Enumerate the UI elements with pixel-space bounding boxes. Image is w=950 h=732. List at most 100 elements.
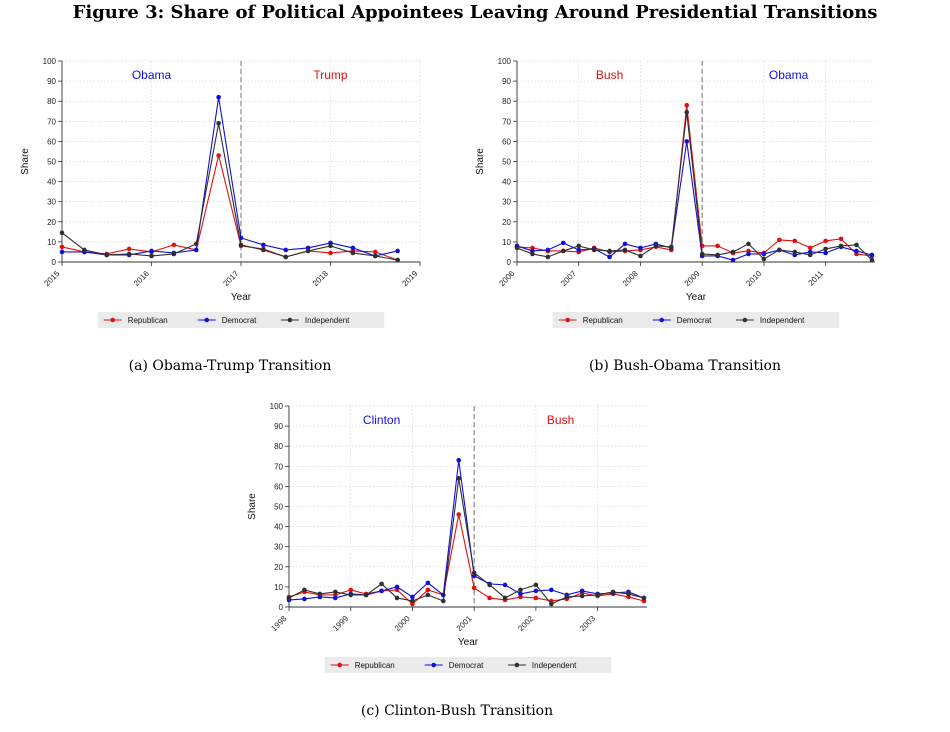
data-point-independent	[348, 592, 354, 598]
legend-box	[552, 312, 840, 328]
data-point-independent	[410, 598, 415, 604]
x-tick-label: 2015	[42, 269, 61, 288]
data-point-independent	[59, 230, 65, 236]
legend-label-democrat: Democrat	[449, 661, 484, 670]
y-tick-label: 40	[274, 523, 283, 532]
x-tick-label: 2009	[683, 269, 702, 288]
data-point-independent	[305, 248, 311, 254]
y-tick-label: 50	[274, 503, 283, 512]
y-tick-label: 20	[502, 218, 511, 227]
data-point-independent	[514, 245, 520, 251]
data-point-republican	[425, 587, 431, 593]
x-axis-title: Year	[686, 292, 707, 303]
data-point-independent	[502, 595, 508, 601]
y-tick-label: 100	[270, 402, 284, 411]
regime-label-right: Trump	[313, 68, 348, 82]
caption-c: (c) Clinton-Bush Transition	[360, 703, 554, 719]
data-point-independent	[283, 254, 289, 260]
legend-label-independent: Independent	[305, 316, 350, 325]
series-line-independent	[516, 112, 873, 261]
data-point-independent	[641, 595, 647, 601]
data-point-independent	[395, 257, 400, 263]
y-axis-title: Share	[247, 493, 258, 520]
data-point-republican	[456, 512, 462, 517]
data-point-republican	[487, 595, 492, 601]
y-tick-label: 60	[274, 482, 283, 491]
data-point-independent	[238, 242, 244, 248]
data-point-republican	[348, 587, 354, 593]
data-point-independent	[653, 243, 659, 249]
data-point-republican	[471, 585, 477, 591]
y-tick-label: 20	[47, 218, 56, 227]
data-point-independent	[591, 247, 597, 253]
x-tick-label: 2017	[221, 269, 240, 288]
chart-panel-bush-obama: 0 10 20 30 40 50 60 70 80 90 100 2006 2007 2008 2009 20…	[475, 55, 895, 345]
y-tick-label: 50	[47, 158, 56, 167]
data-point-independent	[372, 253, 378, 259]
data-point-republican	[328, 250, 333, 256]
chart-svg-c: 0 10 20 30 40 50 60 70 80 90 100 1998 1999 2000 2001 20…	[247, 402, 647, 673]
data-point-independent	[626, 591, 631, 597]
series-line-democrat	[516, 141, 873, 261]
data-point-republican	[126, 246, 132, 252]
y-tick-label: 30	[47, 198, 56, 207]
legend-marker-independent	[742, 317, 748, 323]
data-point-democrat	[332, 595, 338, 601]
legend-label-independent: Independent	[760, 316, 805, 325]
x-tick-label: 2019	[400, 269, 419, 288]
data-point-independent	[261, 247, 266, 253]
y-tick-label: 90	[47, 77, 56, 86]
y-tick-label: 80	[502, 97, 511, 106]
data-point-independent	[394, 595, 400, 601]
data-point-democrat	[302, 596, 307, 602]
x-axis-title: Year	[458, 637, 479, 648]
y-tick-label: 10	[274, 583, 283, 592]
data-point-democrat	[456, 457, 462, 463]
data-point-republican	[171, 242, 177, 248]
legend-box	[324, 657, 612, 673]
series-line-independent	[288, 478, 645, 605]
chart-svg-b: 0 10 20 30 40 50 60 70 80 90 100 2006 2007 2008 2009 20…	[475, 57, 875, 328]
x-tick-label: 1998	[269, 614, 288, 633]
data-point-independent	[549, 601, 554, 607]
data-point-independent	[595, 592, 600, 598]
legend-marker-republican	[565, 317, 570, 323]
regime-label-right: Obama	[769, 68, 809, 82]
y-tick-label: 10	[47, 238, 56, 247]
data-point-independent	[777, 247, 782, 253]
legend-box	[97, 312, 385, 328]
x-tick-label: 2010	[744, 269, 763, 288]
chart-panel-obama-trump: 0 10 20 30 40 50 60 70 80 90 100 2015 2016 2017 2018 20…	[20, 55, 440, 345]
data-point-independent	[869, 257, 875, 263]
data-point-independent	[545, 254, 551, 260]
data-point-democrat	[518, 591, 523, 597]
data-point-republican	[372, 249, 378, 255]
legend-marker-democrat	[659, 317, 664, 323]
regime-label-left: Clinton	[363, 413, 400, 427]
legend-label-republican: Republican	[583, 316, 623, 325]
y-tick-label: 80	[274, 442, 283, 451]
x-tick-label: 1999	[331, 614, 350, 633]
y-tick-label: 40	[47, 178, 56, 187]
data-point-independent	[216, 121, 221, 126]
data-point-republican	[216, 153, 221, 158]
data-point-independent	[379, 581, 384, 587]
series-line-republican	[61, 155, 398, 261]
x-tick-label: 2001	[455, 614, 474, 633]
data-point-independent	[171, 251, 177, 257]
y-tick-label: 60	[502, 137, 511, 146]
legend-label-democrat: Democrat	[222, 316, 257, 325]
y-tick-label: 0	[52, 258, 57, 267]
series-line-republican	[516, 105, 872, 257]
y-tick-label: 60	[47, 137, 56, 146]
legend-label-independent: Independent	[532, 661, 577, 670]
y-tick-label: 100	[43, 57, 57, 66]
y-tick-label: 50	[502, 158, 511, 167]
data-point-independent	[328, 243, 333, 249]
data-point-independent	[807, 252, 813, 258]
data-point-independent	[104, 252, 110, 258]
data-point-republican	[777, 237, 782, 243]
data-point-republican	[838, 236, 844, 242]
data-point-democrat	[149, 248, 154, 254]
x-tick-label: 2002	[516, 614, 535, 633]
